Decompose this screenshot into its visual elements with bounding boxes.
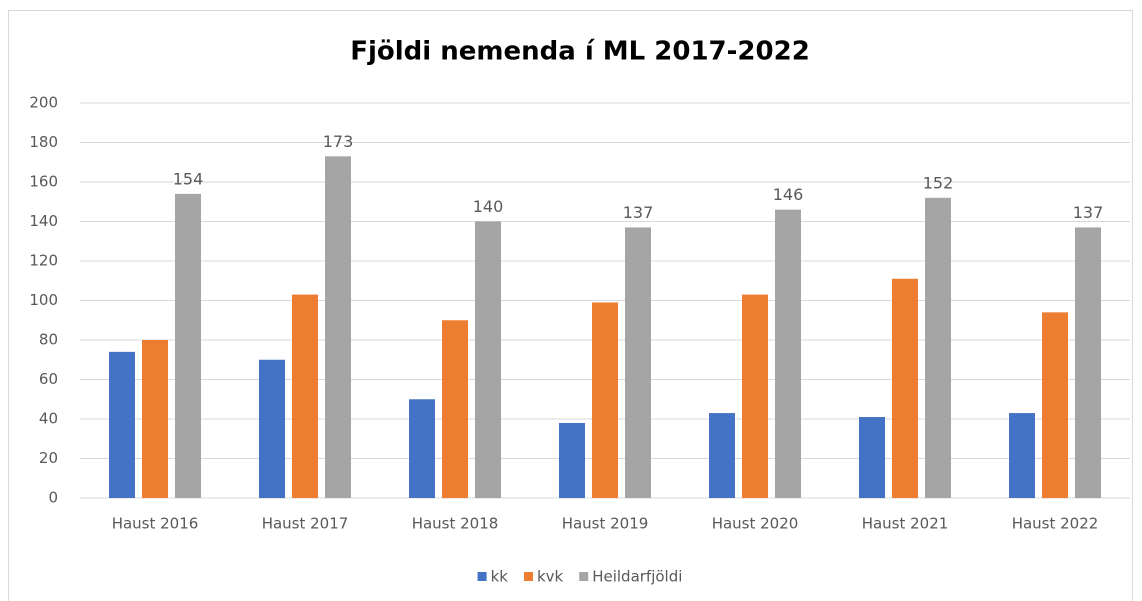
- data-label: 146: [773, 185, 804, 204]
- x-tick-label: Haust 2017: [262, 515, 349, 533]
- data-label: 152: [923, 173, 954, 192]
- bar: [592, 302, 618, 498]
- bar: [859, 417, 885, 498]
- bar: [109, 351, 135, 498]
- y-tick-label: 60: [39, 370, 58, 388]
- bar: [742, 294, 768, 498]
- legend-label: Heildarfjöldi: [592, 568, 682, 586]
- data-label: 140: [473, 197, 504, 216]
- chart-title: Fjöldi nemenda í ML 2017-2022: [350, 37, 810, 67]
- data-label: 154: [173, 169, 204, 188]
- y-tick-label: 140: [29, 212, 58, 230]
- y-tick-label: 200: [29, 94, 58, 112]
- y-tick-label: 20: [39, 449, 58, 467]
- bar: [175, 193, 201, 498]
- y-tick-label: 0: [48, 489, 58, 507]
- y-tick-label: 160: [29, 173, 58, 191]
- x-tick-label: Haust 2018: [412, 515, 499, 533]
- bar: [1042, 312, 1068, 498]
- bar: [475, 221, 501, 498]
- bar: [625, 227, 651, 499]
- bar: [325, 156, 351, 498]
- legend-swatch: [477, 572, 487, 581]
- bar: [709, 413, 735, 498]
- bar: [442, 320, 468, 498]
- y-tick-label: 120: [29, 252, 58, 270]
- y-tick-label: 100: [29, 291, 58, 309]
- x-tick-label: Haust 2020: [712, 515, 799, 533]
- x-tick-label: Haust 2016: [112, 515, 199, 533]
- legend-label: kk: [491, 568, 509, 586]
- y-tick-label: 40: [39, 410, 58, 428]
- bar: [1009, 413, 1035, 498]
- bar: [559, 422, 585, 498]
- data-label: 137: [623, 203, 654, 222]
- bar: [775, 209, 801, 498]
- legend-swatch: [523, 572, 533, 581]
- bar: [292, 294, 318, 498]
- x-tick-label: Haust 2021: [862, 515, 949, 533]
- bar: [409, 399, 435, 498]
- data-label: 137: [1073, 203, 1104, 222]
- bar: [925, 197, 951, 499]
- legend-swatch: [579, 572, 589, 581]
- x-tick-label: Haust 2022: [1012, 515, 1099, 533]
- x-tick-label: Haust 2019: [562, 515, 649, 533]
- bar: [1075, 227, 1101, 499]
- data-label: 173: [323, 132, 354, 151]
- legend-label: kvk: [537, 568, 564, 586]
- y-tick-label: 180: [29, 133, 58, 151]
- bar: [142, 340, 168, 498]
- bar: [259, 359, 285, 498]
- bar: [892, 278, 918, 498]
- y-tick-label: 80: [39, 331, 58, 349]
